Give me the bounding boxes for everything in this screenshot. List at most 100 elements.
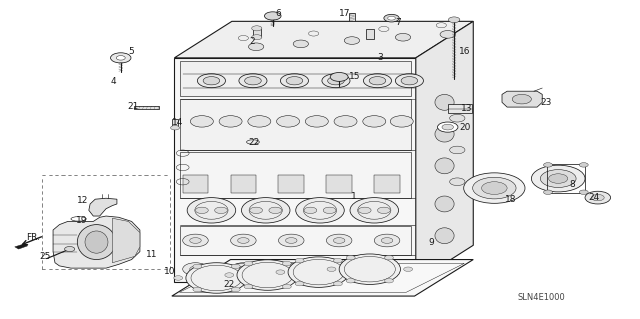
Text: SLN4E1000: SLN4E1000 [518, 293, 566, 302]
Circle shape [186, 263, 247, 293]
Circle shape [295, 281, 304, 286]
Circle shape [333, 281, 342, 286]
Circle shape [540, 170, 576, 188]
Circle shape [248, 116, 271, 127]
Text: 22: 22 [248, 137, 260, 146]
Bar [366, 29, 374, 39]
Circle shape [285, 266, 297, 272]
Circle shape [65, 247, 75, 252]
Circle shape [322, 74, 350, 88]
Circle shape [449, 17, 460, 23]
Circle shape [579, 190, 588, 195]
Circle shape [305, 116, 328, 127]
Text: 20: 20 [460, 123, 470, 132]
Polygon shape [15, 244, 28, 249]
Circle shape [244, 284, 253, 289]
Circle shape [385, 278, 394, 283]
Circle shape [385, 256, 394, 260]
Polygon shape [502, 91, 542, 107]
Circle shape [378, 207, 390, 213]
Circle shape [369, 77, 386, 85]
Circle shape [286, 77, 303, 85]
Circle shape [237, 238, 249, 243]
Text: 23: 23 [540, 98, 552, 107]
Bar [179, 99, 411, 150]
Circle shape [339, 254, 401, 285]
Bar [182, 175, 208, 193]
Circle shape [182, 263, 208, 275]
Circle shape [381, 238, 393, 243]
Circle shape [250, 276, 259, 280]
Circle shape [472, 177, 516, 199]
Circle shape [252, 35, 262, 40]
Circle shape [288, 257, 349, 287]
Ellipse shape [435, 196, 454, 212]
Circle shape [237, 266, 249, 272]
Circle shape [543, 163, 552, 167]
Circle shape [203, 77, 220, 85]
Ellipse shape [71, 217, 86, 221]
Circle shape [282, 284, 291, 289]
Polygon shape [89, 198, 117, 216]
Circle shape [295, 258, 304, 263]
Polygon shape [174, 58, 416, 282]
Ellipse shape [296, 197, 344, 223]
Circle shape [225, 273, 234, 277]
Circle shape [346, 256, 355, 260]
Circle shape [244, 261, 253, 266]
Bar [172, 120, 178, 128]
Circle shape [193, 264, 202, 269]
Circle shape [364, 74, 392, 88]
Text: 10: 10 [164, 267, 175, 276]
Polygon shape [113, 218, 140, 263]
Circle shape [396, 33, 411, 41]
Circle shape [189, 238, 201, 243]
Ellipse shape [435, 228, 454, 244]
Ellipse shape [435, 126, 454, 142]
Circle shape [190, 116, 213, 127]
Text: 14: 14 [172, 118, 183, 128]
Circle shape [301, 273, 310, 277]
Circle shape [440, 31, 456, 38]
Text: 4: 4 [111, 77, 116, 86]
Circle shape [334, 116, 357, 127]
Circle shape [346, 278, 355, 283]
Text: 24: 24 [588, 193, 600, 202]
Ellipse shape [221, 282, 234, 286]
Bar [230, 175, 256, 193]
Circle shape [278, 234, 304, 247]
Circle shape [531, 165, 585, 192]
Circle shape [512, 94, 531, 104]
Circle shape [276, 270, 285, 274]
Polygon shape [416, 21, 473, 282]
Bar [179, 226, 411, 255]
Circle shape [344, 37, 360, 44]
Circle shape [189, 266, 201, 272]
Circle shape [333, 258, 342, 263]
Circle shape [237, 260, 298, 290]
Text: 2: 2 [250, 38, 255, 47]
Text: 18: 18 [505, 195, 516, 204]
Circle shape [276, 116, 300, 127]
Circle shape [396, 74, 424, 88]
Circle shape [450, 178, 465, 186]
Circle shape [326, 263, 352, 275]
Polygon shape [174, 21, 473, 58]
Ellipse shape [187, 197, 236, 223]
Text: 19: 19 [76, 216, 88, 225]
Circle shape [182, 234, 208, 247]
Circle shape [230, 263, 256, 275]
Text: 8: 8 [569, 181, 575, 189]
Circle shape [450, 115, 465, 122]
Circle shape [381, 266, 393, 272]
Text: 22: 22 [223, 279, 234, 288]
Text: 25: 25 [39, 252, 51, 261]
Circle shape [327, 267, 336, 271]
Circle shape [285, 238, 297, 243]
Circle shape [363, 116, 386, 127]
Text: 3: 3 [378, 53, 383, 62]
Circle shape [404, 267, 413, 271]
Circle shape [358, 207, 371, 213]
Circle shape [250, 207, 262, 213]
Circle shape [543, 190, 552, 195]
